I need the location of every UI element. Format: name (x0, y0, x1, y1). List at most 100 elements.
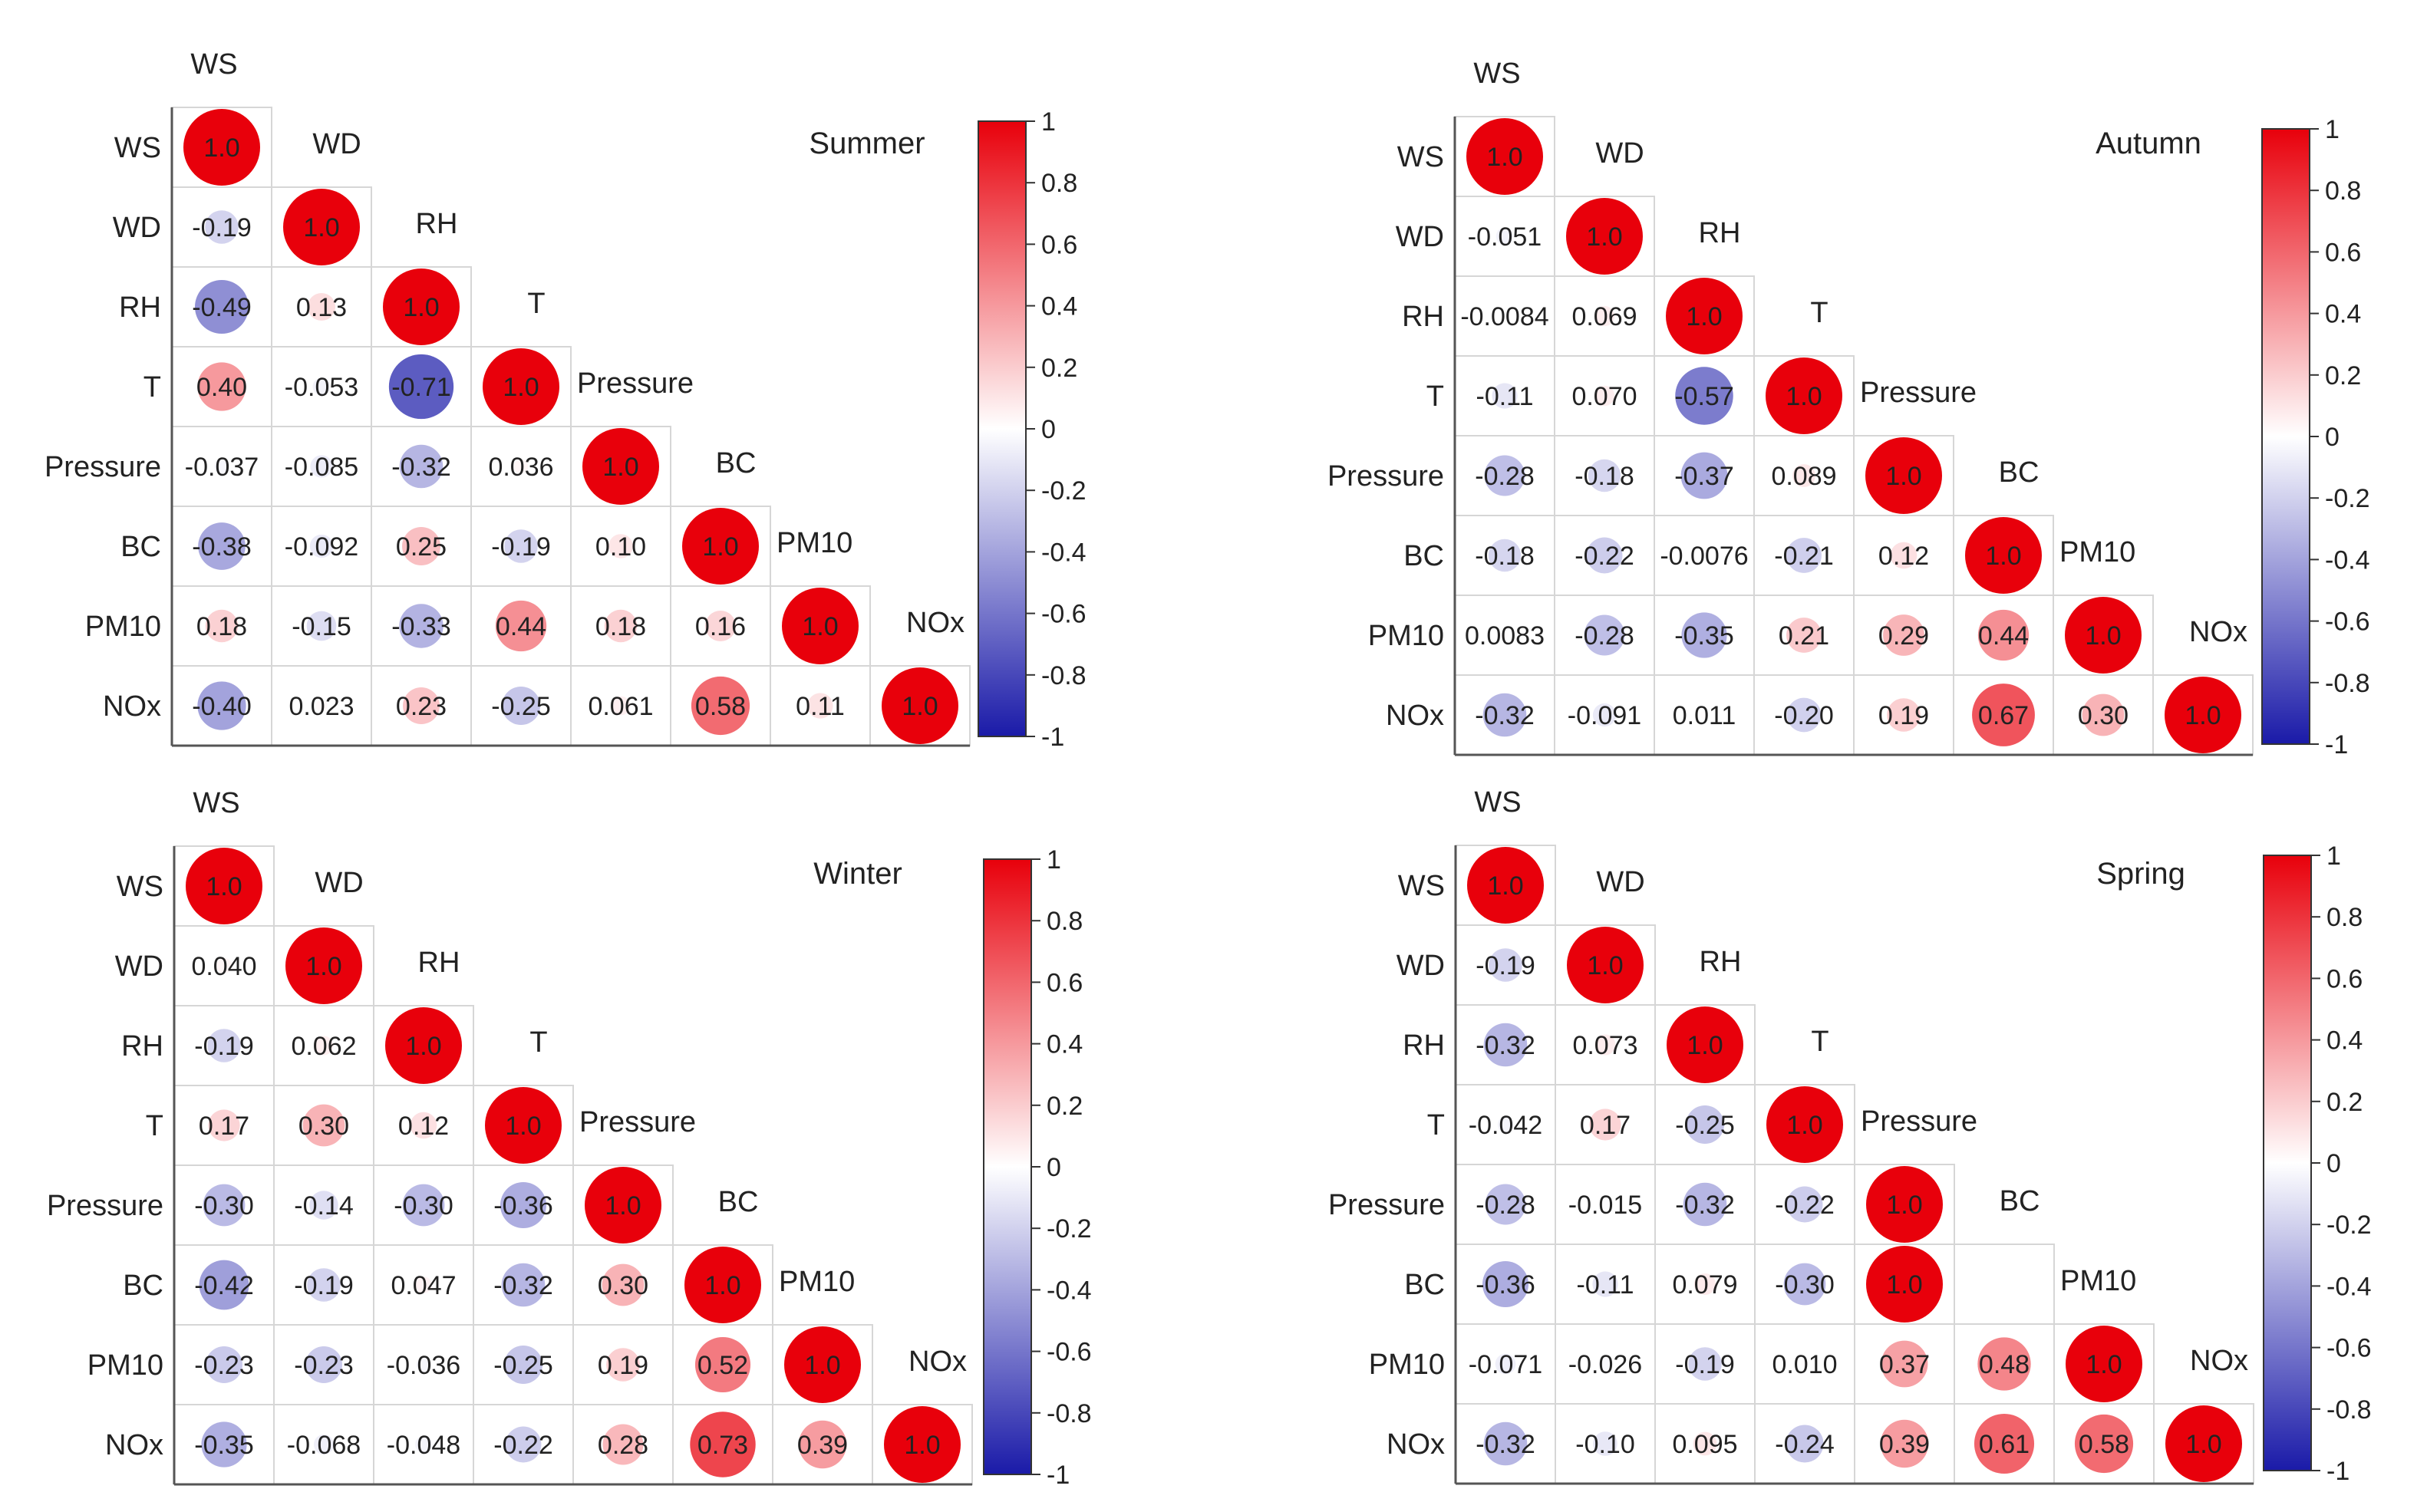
colorbar-tick-label: -1 (2326, 1457, 2350, 1486)
correlation-circle (606, 1348, 640, 1382)
colorbar-tick-label: -1 (1041, 723, 1064, 752)
correlation-circle (2082, 693, 2125, 736)
correlation-value: 0.52 (697, 1351, 748, 1380)
column-label: Pressure (1860, 377, 1977, 409)
row-label: BC (123, 1270, 163, 1302)
correlation-circle (582, 428, 659, 505)
correlation-circle (1681, 612, 1727, 658)
correlation-circle (611, 696, 631, 716)
correlation-value: 0.047 (391, 1271, 456, 1300)
correlation-circle (1786, 538, 1822, 573)
correlation-value: -0.37 (1674, 462, 1734, 491)
correlation-value: 1.0 (2185, 1430, 2221, 1459)
correlation-circle (306, 611, 337, 641)
correlation-circle (315, 700, 328, 712)
correlation-value: 1.0 (1487, 871, 1523, 901)
correlation-value: 0.070 (1571, 382, 1637, 411)
correlation-circle (1584, 614, 1625, 656)
correlation-value: 0.095 (1672, 1430, 1737, 1459)
correlation-value: 0.19 (598, 1351, 648, 1380)
correlation-value: 1.0 (405, 1032, 441, 1061)
colorbar-tick-label: 0.8 (1041, 169, 1077, 198)
colorbar-tick-label: -0.4 (1041, 538, 1087, 567)
correlation-value: -0.22 (493, 1431, 553, 1460)
correlation-circle (1965, 517, 2042, 594)
colorbar-tick-label: -0.6 (1047, 1338, 1092, 1367)
correlation-value: -0.33 (391, 612, 451, 641)
column-label: PM10 (2060, 1265, 2136, 1297)
row-label: T (1427, 1109, 1445, 1141)
correlation-circle (197, 681, 246, 730)
colorbar-tick-label: 1 (1047, 845, 1061, 875)
correlation-circle (415, 1276, 432, 1293)
correlation-circle (504, 529, 538, 563)
correlation-circle (1592, 1271, 1618, 1297)
correlation-circle (1484, 455, 1525, 496)
correlation-value: 1.0 (804, 1351, 840, 1380)
correlation-value: -0.32 (1475, 701, 1535, 730)
correlation-circle (513, 459, 529, 474)
correlation-value: 0.29 (1878, 621, 1929, 651)
column-label: T (1810, 297, 1828, 329)
correlation-circle (1786, 618, 1822, 653)
correlation-value: -0.10 (1575, 1430, 1635, 1459)
column-label: BC (716, 447, 757, 479)
colorbar-tick-label: 0.6 (2326, 964, 2363, 993)
correlation-value: 1.0 (305, 952, 341, 981)
correlation-circle (310, 455, 333, 478)
correlation-value: -0.35 (194, 1431, 254, 1460)
correlation-circle (1865, 437, 1942, 514)
correlation-circle (402, 527, 440, 565)
colorbar (983, 858, 1032, 1475)
correlation-value: 0.0083 (1465, 621, 1545, 651)
correlation-value: 0.21 (1779, 621, 1829, 651)
column-label: WD (1596, 866, 1644, 898)
correlation-value: 0.089 (1771, 462, 1836, 491)
correlation-circle (694, 1336, 751, 1393)
column-label: NOx (2189, 616, 2247, 648)
correlation-value: 0.30 (298, 1112, 349, 1141)
correlation-circle (602, 1263, 645, 1306)
correlation-value: -0.19 (194, 1032, 254, 1061)
colorbar-tick-label: 0.4 (1041, 292, 1077, 321)
correlation-value: 1.0 (303, 213, 339, 242)
grid-cell (1954, 1244, 2055, 1325)
correlation-circle (1495, 227, 1514, 245)
correlation-circle (1786, 697, 1822, 733)
colorbar-tick-label: 0.8 (2325, 176, 2361, 206)
correlation-circle (307, 292, 336, 321)
correlation-circle (807, 693, 833, 719)
correlation-circle (2066, 1326, 2142, 1402)
correlation-circle (1466, 118, 1543, 195)
correlation-value: 1.0 (505, 1112, 541, 1141)
correlation-value: 1.0 (902, 692, 938, 721)
row-label: PM10 (1369, 1349, 1445, 1381)
correlation-circle (2165, 677, 2241, 753)
correlation-value: -0.15 (292, 612, 351, 641)
correlation-circle (1501, 631, 1509, 639)
correlation-value: 1.0 (2085, 621, 2121, 651)
column-label: WD (315, 867, 363, 899)
correlation-value: 0.010 (1772, 1350, 1837, 1379)
correlation-circle (203, 1184, 246, 1227)
panel-winter: Winter 1.0 0.040 1.0 -0.19 0.062 1.0 0.17 0.30 0.… (47, 787, 1092, 1490)
row-label: T (1426, 380, 1444, 413)
correlation-circle (208, 1109, 240, 1141)
row-label: NOx (1387, 1428, 1445, 1461)
correlation-circle (1589, 1108, 1621, 1141)
correlation-circle (1567, 927, 1644, 1003)
column-label: T (527, 288, 545, 320)
correlation-circle (2074, 1414, 2134, 1474)
colorbar-tick-label: -0.6 (2325, 608, 2370, 637)
correlation-circle (2065, 597, 2142, 674)
correlation-circle (198, 522, 246, 570)
grid-cell (572, 1404, 674, 1485)
correlation-value: -0.015 (1568, 1191, 1642, 1220)
correlation-circle (183, 109, 260, 186)
correlation-value: 0.39 (797, 1431, 848, 1460)
column-label: WS (190, 48, 237, 81)
correlation-value: 1.0 (206, 872, 242, 901)
correlation-circle (1693, 1431, 1717, 1456)
row-label: RH (119, 292, 161, 324)
